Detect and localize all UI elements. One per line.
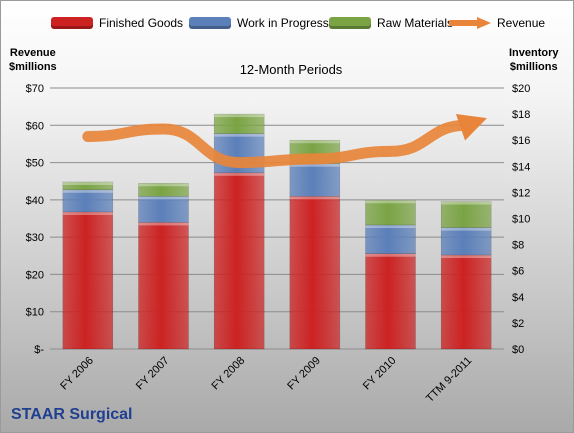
bar-highlight (441, 201, 492, 205)
bar-finished-goods (289, 196, 341, 350)
right-axis-tick-label: $12 (512, 187, 530, 199)
legend-item-work-in-progress: Work in Progress (189, 16, 329, 30)
right-axis-tick-label: $2 (512, 318, 524, 330)
right-axis-tick-label: $20 (512, 83, 530, 95)
bar-highlight (214, 172, 265, 176)
left-axis-tick-label: $50 (26, 158, 44, 170)
bar-work-in-progress (62, 189, 114, 213)
bar-highlight (365, 253, 416, 257)
bar-highlight (441, 255, 492, 259)
legend-item-finished-goods: Finished Goods (51, 16, 183, 30)
left-axis-title-line2: $millions (9, 61, 57, 73)
chart-subtitle: 12-Month Periods (239, 62, 343, 77)
bar-finished-goods (62, 211, 114, 350)
left-axis-tick-label: $40 (26, 195, 44, 207)
left-axis-tick-label: $20 (26, 269, 44, 281)
right-axis-tick-label: $4 (512, 292, 524, 304)
left-axis-tick-label: $70 (26, 83, 44, 95)
bar-highlight (365, 225, 416, 229)
bar-highlight (138, 183, 189, 187)
x-axis-tick-label: FY 2008 (210, 355, 248, 393)
right-axis-title-line2: $millions (509, 61, 558, 73)
bar-highlight (441, 227, 492, 231)
bar-highlight (214, 133, 265, 137)
bar-highlight (138, 222, 189, 226)
left-axis-tick-label: $- (34, 344, 44, 356)
bar-highlight (138, 196, 189, 200)
bar-raw-materials (440, 201, 492, 228)
bar-work-in-progress (440, 227, 492, 256)
bar-raw-materials (213, 113, 265, 134)
bar-finished-goods (213, 172, 265, 350)
revenue-arrowhead (455, 114, 487, 141)
left-axis-tick-label: $60 (26, 120, 44, 132)
bar-raw-materials (365, 199, 416, 226)
x-axis-tick-label: FY 2010 (361, 355, 399, 393)
legend-swatch-raw-materials (329, 17, 371, 29)
legend-label-finished-goods: Finished Goods (99, 16, 184, 30)
bar-work-in-progress (289, 163, 341, 197)
right-axis-title: Inventory $millions (509, 46, 559, 74)
bar-raw-materials (138, 183, 189, 197)
legend-arrow-icon (449, 17, 491, 29)
bar-finished-goods (440, 254, 492, 350)
bar-highlight (62, 211, 113, 215)
legend-swatch-finished-goods (51, 17, 93, 29)
bar-highlight (62, 181, 113, 185)
left-axis-tick-label: $30 (26, 232, 44, 244)
bar-highlight (289, 163, 340, 167)
left-axis-title-line1: Revenue (9, 47, 56, 59)
bar-highlight (365, 200, 416, 204)
right-axis-tick-label: $10 (512, 214, 530, 226)
right-axis-tick-label: $16 (512, 135, 530, 147)
legend-label-raw-materials: Raw Materials (377, 16, 454, 30)
left-axis-tick-label: $10 (26, 307, 44, 319)
legend-item-raw-materials: Raw Materials (329, 16, 453, 30)
company-name: STAAR Surgical (11, 406, 133, 423)
bar-work-in-progress (365, 224, 416, 254)
legend-label-work-in-progress: Work in Progress (237, 16, 329, 30)
right-axis-tick-label: $6 (512, 266, 524, 278)
legend: Finished Goods Work in Progress Raw Mate… (1, 1, 573, 41)
right-axis-tick-label: $18 (512, 109, 530, 121)
legend-label-revenue: Revenue (497, 16, 546, 30)
legend-item-revenue: Revenue (449, 16, 545, 30)
x-axis-tick-label: TTM 9-2011 (424, 355, 474, 405)
bar-raw-materials (62, 181, 114, 191)
bar-highlight (62, 189, 113, 193)
bar-highlight (289, 196, 340, 200)
right-axis-tick-label: $14 (512, 161, 530, 173)
x-axis-tick-label: FY 2009 (285, 355, 323, 393)
bar-highlight (214, 114, 265, 118)
bar-work-in-progress (138, 196, 189, 223)
x-axis-tick-label: FY 2006 (58, 355, 96, 393)
bar-finished-goods (365, 253, 416, 350)
right-axis-tick-label: $8 (512, 240, 524, 252)
x-axis-tick-label: FY 2007 (134, 355, 172, 393)
revenue-line (82, 119, 472, 169)
legend-swatch-work-in-progress (189, 17, 231, 29)
right-axis-title-line1: Inventory (509, 47, 559, 59)
bar-highlight (289, 140, 340, 144)
left-axis-title: Revenue $millions (9, 46, 57, 74)
right-axis-tick-label: $0 (512, 344, 524, 356)
bar-finished-goods (138, 222, 189, 350)
